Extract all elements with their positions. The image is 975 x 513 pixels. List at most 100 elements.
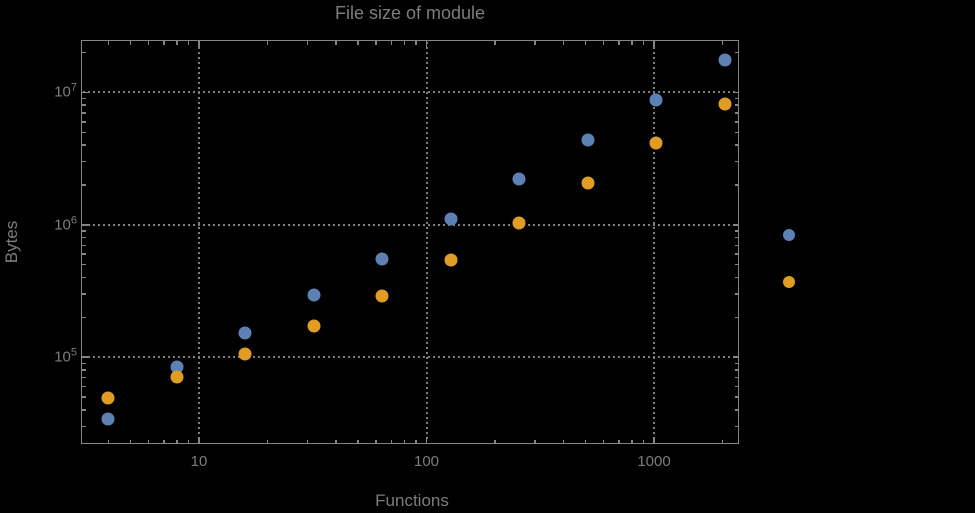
axis-tick	[147, 41, 150, 45]
y-tick-label-10e6: 106	[54, 214, 77, 234]
axis-tick	[721, 439, 724, 443]
axis-tick	[732, 224, 739, 226]
axis-tick	[631, 439, 633, 443]
axis-tick	[163, 439, 165, 443]
axis-tick	[735, 385, 739, 388]
axis-tick	[266, 41, 269, 45]
axis-tick	[82, 97, 86, 100]
axis-tick	[198, 437, 200, 443]
y-tick-exponent: 5	[70, 346, 77, 359]
axis-tick	[82, 293, 86, 295]
axis-tick	[494, 439, 496, 443]
axis-tick	[82, 316, 86, 319]
y-tick-exponent: 7	[70, 82, 77, 95]
axis-tick	[735, 144, 739, 146]
axis-tick	[107, 41, 110, 45]
axis-tick	[735, 244, 739, 247]
axis-tick	[735, 253, 739, 255]
x-tick-label-1000: 1000	[637, 453, 671, 470]
gridline-y-1000000	[83, 223, 738, 226]
legend-marker-series-2	[783, 276, 795, 288]
axis-tick	[534, 41, 536, 45]
axis-tick	[735, 104, 739, 106]
axis-tick	[425, 437, 428, 443]
axis-tick	[642, 41, 645, 45]
axis-tick	[494, 41, 496, 45]
axis-tick	[735, 112, 739, 114]
axis-tick	[82, 51, 86, 54]
data-point-series-1-blue	[581, 133, 595, 147]
axis-tick	[618, 41, 620, 45]
axis-tick	[198, 41, 200, 47]
axis-tick	[107, 439, 110, 443]
axis-tick	[562, 41, 565, 45]
axis-tick	[735, 396, 739, 398]
gridline-x-1000	[653, 42, 655, 442]
axis-tick	[82, 184, 86, 186]
axis-tick	[735, 131, 739, 133]
data-point-series-2-orange	[238, 347, 252, 361]
data-point-series-1-blue	[101, 412, 115, 426]
axis-tick	[187, 41, 190, 45]
axis-tick	[390, 41, 392, 45]
axis-tick	[403, 439, 406, 443]
axis-tick	[735, 160, 739, 163]
axis-tick	[653, 437, 655, 443]
data-point-series-1-blue	[718, 53, 732, 67]
axis-tick	[129, 439, 132, 443]
chart-title: File size of module	[334, 3, 486, 23]
axis-tick	[735, 425, 739, 428]
y-tick-label-10e7: 107	[54, 82, 77, 102]
axis-tick	[721, 41, 724, 45]
axis-tick	[735, 230, 739, 232]
data-point-series-2-orange	[170, 370, 184, 384]
axis-tick	[390, 439, 392, 443]
axis-tick	[82, 144, 86, 146]
x-tick-label-10: 10	[190, 453, 208, 470]
data-point-series-2-orange	[581, 176, 595, 190]
axis-tick	[82, 409, 86, 411]
axis-tick	[735, 263, 739, 266]
axis-tick	[642, 439, 645, 443]
axis-tick	[735, 121, 739, 123]
axis-tick	[82, 121, 86, 123]
axis-tick	[357, 41, 359, 45]
axis-tick	[82, 224, 88, 226]
data-point-series-2-orange	[307, 319, 321, 333]
legend-marker-series-1	[783, 229, 795, 241]
gridline-y-100000	[83, 356, 738, 359]
axis-tick	[82, 244, 86, 247]
axis-tick	[176, 41, 178, 45]
axis-tick	[82, 112, 86, 114]
data-point-series-1-blue	[375, 252, 389, 266]
axis-tick	[82, 425, 86, 428]
gridline-x-100	[425, 42, 428, 442]
axis-tick	[82, 376, 86, 379]
axis-tick	[375, 439, 377, 443]
axis-tick	[584, 439, 587, 443]
gridline-x-10	[198, 42, 200, 442]
axis-tick	[735, 316, 739, 319]
data-point-series-2-orange	[375, 289, 389, 303]
axis-tick	[82, 236, 86, 239]
axis-tick	[187, 439, 190, 443]
axis-tick	[82, 369, 86, 371]
axis-tick	[129, 41, 132, 45]
axis-tick	[82, 91, 88, 94]
axis-tick	[163, 41, 165, 45]
axis-tick	[735, 51, 739, 54]
y-tick-label-10e5: 105	[54, 346, 77, 366]
y-tick-exponent: 6	[70, 214, 77, 227]
axis-tick	[735, 184, 739, 186]
axis-tick	[82, 276, 86, 279]
axis-tick	[82, 362, 86, 364]
axis-tick	[735, 369, 739, 371]
axis-tick	[357, 439, 359, 443]
axis-tick	[735, 293, 739, 295]
axis-tick	[584, 41, 587, 45]
axis-tick	[147, 439, 150, 443]
data-point-series-2-orange	[101, 391, 115, 405]
data-point-series-1-blue	[444, 212, 458, 226]
axis-tick	[306, 41, 309, 45]
